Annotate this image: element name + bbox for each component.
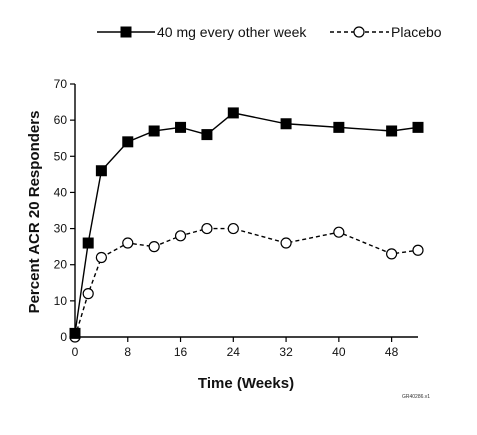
legend: 40 mg every other week Placebo [97,24,442,40]
legend-label-placebo: Placebo [391,24,442,40]
data-point [201,222,213,235]
x-tick-label: 0 [72,345,79,359]
data-point [201,129,213,141]
data-point [82,288,94,300]
y-tick-label: 40 [54,185,68,199]
x-axis-title: Time (Weeks) [198,375,294,392]
data-point [95,251,107,264]
axes: 0 10 20 30 40 50 60 70 0 8 16 24 32 40 48 [54,77,418,359]
data-point [174,230,187,242]
data-point [95,165,107,177]
data-point [122,237,134,249]
data-point [148,241,160,253]
data-point [148,125,160,137]
y-tick-label: 20 [54,258,68,272]
data-point [280,237,292,249]
series-placebo [69,222,424,343]
data-point [386,248,398,260]
series-line [74,227,419,338]
data-point [69,327,81,339]
legend-label-treatment: 40 mg every other week [157,24,307,40]
series-line [74,112,419,334]
series-layer [69,107,424,343]
y-axis-title: Percent ACR 20 Responders [26,111,43,314]
x-tick-label: 16 [174,345,188,359]
x-tick-label: 8 [124,345,131,359]
data-point [122,136,134,148]
series-treatment [69,107,424,339]
data-point [412,121,424,133]
x-tick-label: 24 [227,345,241,359]
data-point [175,121,187,133]
x-tick-label: 40 [332,345,346,359]
data-point [227,222,239,235]
data-point [333,121,345,133]
data-point [227,107,239,119]
y-tick-label: 10 [54,294,68,308]
y-tick-label: 30 [54,222,68,236]
y-tick-label: 0 [60,330,67,344]
y-tick-label: 60 [54,113,68,127]
y-tick-label: 70 [54,77,68,91]
data-point [82,237,94,249]
figure-code: GR40286.v1 [402,394,430,400]
data-point [333,226,345,238]
data-point [412,244,424,256]
y-tick-label: 50 [54,149,68,163]
legend-marker-placebo [353,26,365,38]
data-point [386,125,398,137]
legend-marker-treatment [120,26,132,38]
data-point [280,118,292,130]
x-tick-label: 48 [385,345,399,359]
x-tick-label: 32 [279,345,293,359]
